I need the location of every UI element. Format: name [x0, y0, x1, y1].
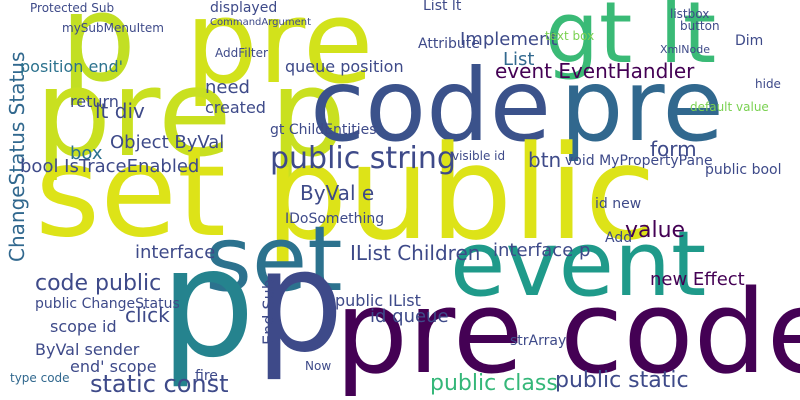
word: p	[60, 0, 136, 109]
word: static const	[90, 370, 229, 398]
word: code public	[35, 271, 161, 296]
word: created	[205, 98, 266, 117]
word: btn	[528, 148, 561, 172]
word: public bool	[705, 162, 781, 178]
word: visible id	[452, 149, 505, 163]
word: List lt	[423, 0, 462, 14]
word: mySubMenuItem	[62, 21, 164, 35]
word: IDoSomething	[285, 211, 384, 227]
word: p	[160, 217, 255, 391]
word: button	[680, 19, 720, 33]
word: ChangeStatus Status	[5, 52, 29, 262]
word: Object ByVal	[110, 132, 224, 153]
word: void MyPropertyPane	[565, 153, 713, 169]
word: Protected Sub	[30, 1, 114, 15]
word: public ChangeStatus	[35, 296, 180, 312]
word: Now	[305, 359, 331, 373]
word: p	[255, 221, 344, 384]
word: listbox	[670, 7, 709, 21]
word: Attribute	[418, 36, 480, 52]
word: click	[125, 303, 170, 327]
word: public static	[555, 368, 689, 393]
word: ByVal sender	[35, 340, 140, 359]
word: form	[650, 137, 697, 161]
word: End Sub	[259, 279, 278, 345]
word: displayed	[210, 0, 277, 16]
word: Add	[605, 230, 632, 246]
word: AddFilter	[215, 46, 268, 60]
word: queue position	[285, 57, 404, 76]
word: interface p	[493, 240, 590, 261]
word: public	[265, 117, 656, 269]
word: default value	[690, 100, 769, 114]
word: public string	[270, 141, 456, 176]
word: hide	[755, 77, 781, 91]
word: code	[310, 47, 551, 164]
word: strArray	[510, 333, 566, 349]
word: CommandArgument	[210, 17, 311, 28]
word: pre code	[335, 266, 800, 400]
word: set	[205, 207, 343, 312]
word: id new	[595, 196, 641, 212]
word: scope id	[50, 317, 117, 336]
word: pre p	[35, 45, 346, 184]
word: text box	[545, 29, 594, 43]
word: event	[450, 212, 706, 317]
word: event EventHandler	[495, 59, 695, 83]
word: pre	[560, 47, 724, 164]
word: position end'	[20, 57, 123, 76]
word: end' scope	[70, 357, 157, 376]
word: public class	[430, 371, 558, 396]
word: pre	[185, 0, 374, 110]
word: id queue	[370, 306, 449, 327]
word: List	[503, 49, 534, 70]
word: gt lt	[545, 0, 716, 83]
word: Implement	[460, 29, 557, 50]
word: set	[35, 120, 226, 265]
word: ByVal e	[300, 181, 374, 205]
word: value	[625, 218, 685, 243]
word: fire	[195, 368, 218, 384]
word: XmlNode	[660, 43, 710, 56]
word: public IList	[335, 291, 421, 310]
word: interface	[135, 242, 215, 263]
word: return	[70, 92, 119, 111]
word: need	[205, 77, 250, 98]
word: new Effect	[650, 269, 745, 290]
word: box	[70, 143, 103, 164]
word: lt div	[95, 99, 145, 123]
word: IList Children	[350, 241, 480, 265]
word: Dim	[735, 33, 763, 49]
word: bool IsTraceEnabled	[20, 156, 199, 177]
word: type code	[10, 371, 70, 385]
word: gt ChildEntities	[270, 122, 377, 138]
